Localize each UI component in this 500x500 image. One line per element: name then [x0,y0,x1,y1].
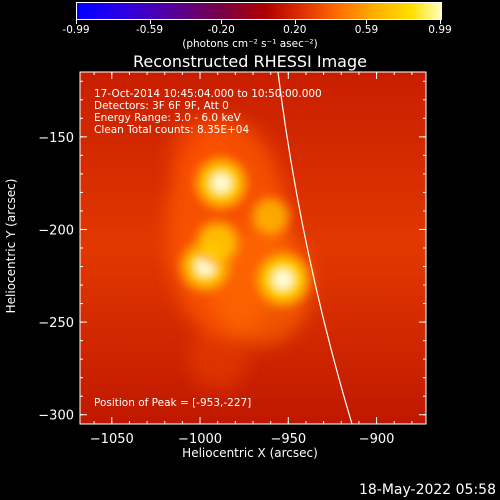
colorbar-tick-label: -0.59 [135,24,164,36]
x-tick-label: −900 [359,432,395,447]
colorbar-tick-label: 0.99 [428,24,452,36]
colorbar-tick-label: 0.59 [354,24,379,36]
y-tick-label: −300 [38,409,74,424]
colorbar-tick [76,19,77,24]
x-tick-label: −1000 [178,432,222,447]
annotation-detectors: Detectors: 3F 6F 9F, Att 0 [94,100,229,112]
annotation-counts: Clean Total counts: 8.35E+04 [94,124,250,136]
colorbar-units: (photons cm⁻² s⁻¹ asec⁻²) [182,38,318,50]
y-axis-label: Heliocentric Y (arcsec) [4,178,18,314]
timestamp: 18-May-2022 05:58 [358,482,496,498]
colorbar [76,2,442,20]
annotation-time: 17-Oct-2014 10:45:04.000 to 10:50:00.000 [94,88,322,100]
y-tick-label: −200 [38,223,74,238]
colorbar-tick [221,19,223,24]
peak-position-label: Position of Peak = [-953,-227] [94,397,252,409]
annotation-energy: Energy Range: 3.0 - 6.0 keV [94,112,241,124]
y-tick-label: −250 [38,316,74,331]
solar-limb-line [277,72,353,424]
colorbar-tick-label: -0.20 [207,24,235,36]
x-tick-label: −950 [270,432,306,447]
colorbar-tick [440,19,441,24]
colorbar-tick [294,19,296,24]
source-peak-4 [273,269,294,290]
y-tick-label: −150 [38,131,74,146]
colorbar-tick-label: 0.20 [283,24,307,36]
x-axis-label: Heliocentric X (arcsec) [182,446,318,460]
colorbar-tick-label: -0.99 [62,24,90,36]
source-peak-0 [211,173,231,193]
emission-haze [187,329,248,390]
source-core-2 [200,225,235,260]
x-tick-label: −1050 [90,432,134,447]
colorbar-tick [149,19,151,24]
chart-title: Reconstructed RHESSI Image [133,52,367,71]
colorbar-tick [366,19,368,24]
source-core-3 [255,201,287,233]
